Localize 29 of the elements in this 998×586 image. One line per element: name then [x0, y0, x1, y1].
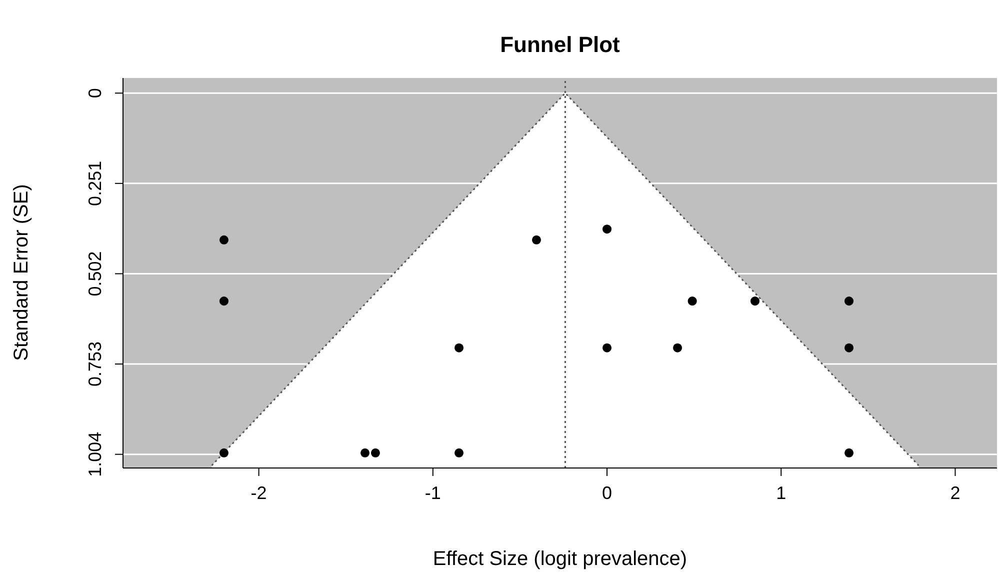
x-tick-label: 0: [602, 482, 612, 503]
point: [844, 343, 854, 352]
point: [602, 343, 612, 352]
point: [219, 448, 228, 458]
point: [370, 448, 380, 458]
x-tick-label: 1: [776, 482, 786, 503]
x-tick-label: -1: [424, 482, 441, 503]
point: [602, 224, 612, 234]
x-tick-label: -2: [250, 482, 267, 503]
point: [219, 235, 228, 244]
y-tick-label: 0.753: [85, 342, 105, 387]
point: [844, 296, 854, 306]
y-tick-label: 1.004: [85, 432, 105, 477]
point: [454, 343, 464, 352]
chart-title: Funnel Plot: [499, 32, 621, 58]
point: [219, 296, 228, 306]
point: [360, 448, 370, 458]
point: [750, 296, 760, 306]
point: [532, 235, 542, 244]
point: [688, 296, 697, 306]
y-tick-label: 0.251: [85, 160, 105, 206]
y-axis-title: Standard Error (SE): [10, 183, 34, 363]
x-axis-title: Effect Size (logit prevalence): [432, 548, 688, 571]
point: [673, 343, 682, 352]
point: [844, 448, 854, 458]
x-tick-label: 2: [950, 482, 960, 503]
y-tick-label: 0.502: [85, 251, 105, 296]
y-tick-label: 0: [85, 88, 105, 98]
point: [454, 448, 464, 458]
